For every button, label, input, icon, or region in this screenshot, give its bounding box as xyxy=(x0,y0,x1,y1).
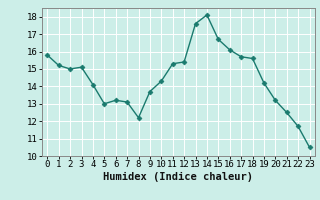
X-axis label: Humidex (Indice chaleur): Humidex (Indice chaleur) xyxy=(103,172,253,182)
